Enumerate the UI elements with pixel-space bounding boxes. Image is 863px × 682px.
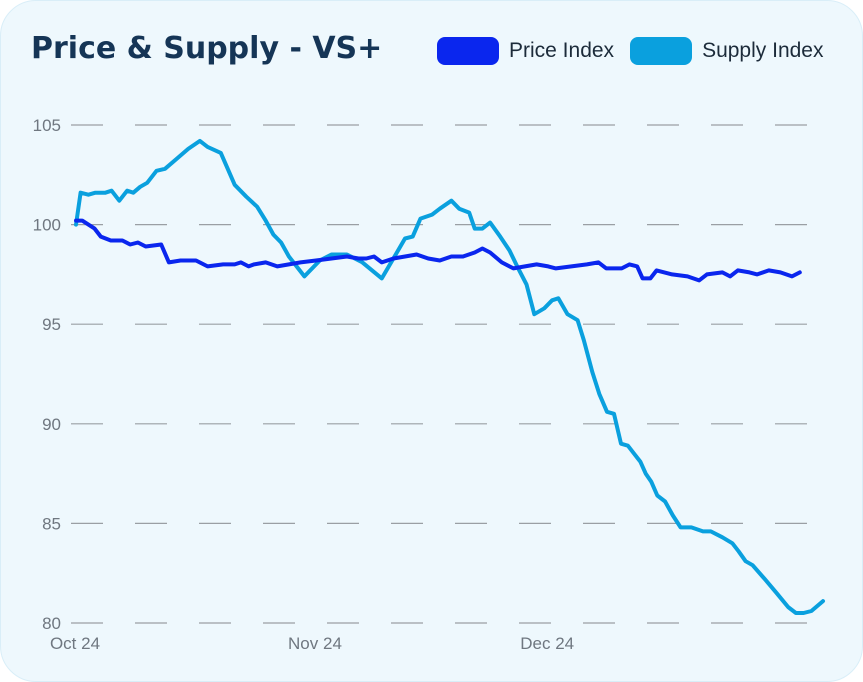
chart-title: Price & Supply - VS+ bbox=[31, 31, 383, 66]
x-tick-label-dec-24: Dec 24 bbox=[520, 634, 574, 653]
y-axis-tick-labels: 105 100 95 90 85 80 bbox=[33, 116, 61, 633]
legend-item-price-index[interactable]: Price Index bbox=[437, 37, 614, 65]
legend: Price Index Supply Index bbox=[437, 37, 823, 65]
legend-item-supply-index[interactable]: Supply Index bbox=[630, 37, 823, 65]
x-tick-label-nov-24: Nov 24 bbox=[288, 634, 342, 653]
series-lines bbox=[74, 138, 825, 615]
y-tick-label-95: 95 bbox=[42, 315, 61, 334]
x-tick-label-oct-24: Oct 24 bbox=[50, 634, 100, 653]
legend-swatch-price-index bbox=[437, 37, 499, 65]
y-tick-label-105: 105 bbox=[33, 116, 61, 135]
y-tick-label-80: 80 bbox=[42, 614, 61, 633]
legend-label-supply-index: Supply Index bbox=[702, 39, 824, 62]
y-tick-label-100: 100 bbox=[33, 216, 61, 235]
legend-swatch-supply-index bbox=[630, 37, 693, 65]
legend-label-price-index: Price Index bbox=[509, 39, 615, 62]
series-line-price-index[interactable] bbox=[74, 218, 802, 283]
series-line-supply-index[interactable] bbox=[74, 138, 825, 615]
x-axis-tick-labels: Oct 24 Nov 24 Dec 24 bbox=[50, 634, 574, 653]
y-tick-label-90: 90 bbox=[42, 415, 61, 434]
y-tick-label-85: 85 bbox=[42, 514, 61, 533]
